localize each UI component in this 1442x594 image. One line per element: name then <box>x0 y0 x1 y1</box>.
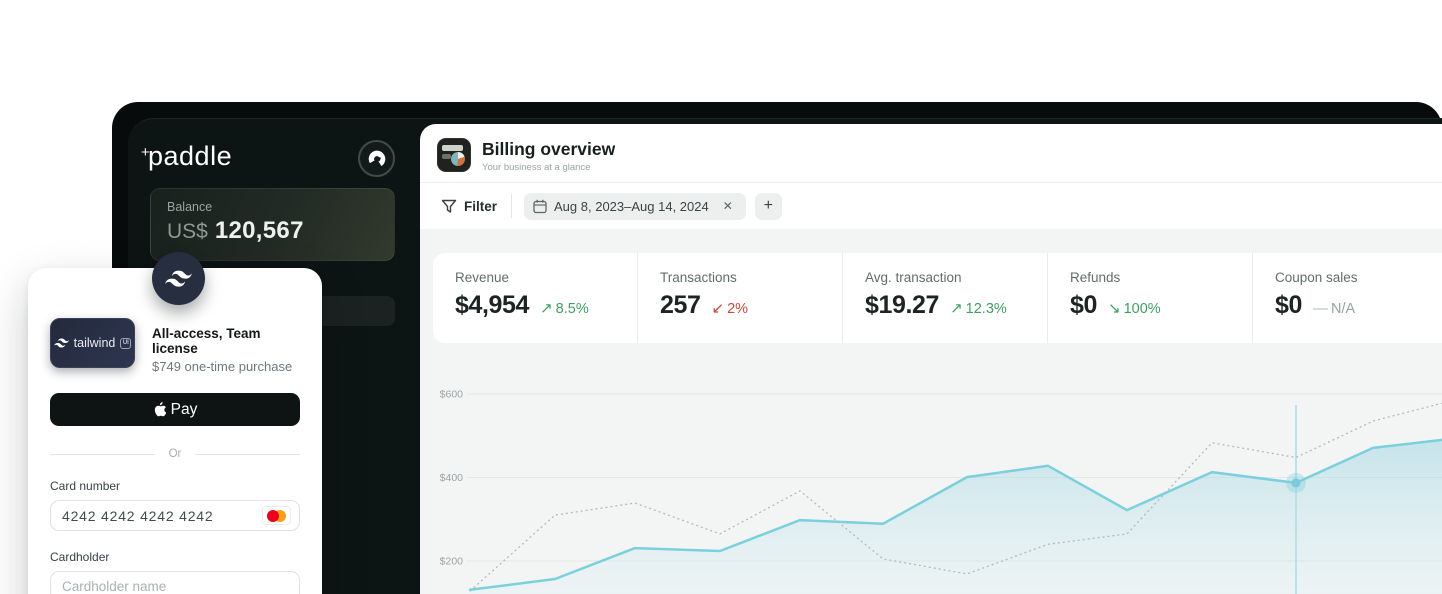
cardholder-label: Cardholder <box>50 550 110 564</box>
dashboard-section: Revenue $4,954 ↗ 8.5% Transactions 257 ↙ 2… <box>420 229 1442 594</box>
stat-card-coupon-sales[interactable]: Coupon sales $0 — N/A <box>1253 253 1442 343</box>
balance-card[interactable]: Balance US$ 120,567 <box>150 188 395 261</box>
mastercard-icon <box>262 506 291 525</box>
filter-button[interactable]: Filter <box>464 198 498 214</box>
tailwind-ui-badge: UI <box>120 337 132 349</box>
stat-label: Avg. transaction <box>865 270 962 285</box>
stat-value: $19.27 <box>865 291 940 319</box>
icon-pie-chart <box>451 152 465 166</box>
stat-delta: 100% <box>1123 301 1161 317</box>
tailwind-wave-icon <box>53 338 69 348</box>
stat-label: Revenue <box>455 270 510 285</box>
stat-card-transactions[interactable]: Transactions 257 ↙ 2% <box>638 253 843 343</box>
paddle-logo: + paddle <box>141 141 233 172</box>
app-window: + paddle Balance US$ 120,567 Billing ove… <box>128 118 1442 594</box>
account-avatar[interactable] <box>358 140 395 177</box>
trend-down-icon: ↙ <box>711 300 725 317</box>
stat-label: Refunds <box>1070 270 1121 285</box>
stat-delta: 12.3% <box>965 301 1007 317</box>
svg-text:$400: $400 <box>440 472 464 484</box>
dash-icon: — <box>1313 300 1329 317</box>
page-header: Billing overview Your business at a glan… <box>420 124 1442 182</box>
checkout-card: tailwind UI All-access, Team license $74… <box>28 268 322 594</box>
trend-up-icon: ↗ <box>950 300 963 317</box>
paddle-logo-plus-icon: + <box>141 144 151 161</box>
apple-pay-label: Pay <box>170 400 198 418</box>
trend-up-icon: ↗ <box>540 300 553 317</box>
stats-strip: Revenue $4,954 ↗ 8.5% Transactions 257 ↙ 2… <box>433 253 1442 343</box>
cardholder-placeholder: Cardholder name <box>62 579 167 594</box>
tailwind-logo-badge <box>152 252 205 305</box>
stat-card-avg-transaction[interactable]: Avg. transaction $19.27 ↗ 12.3% <box>843 253 1048 343</box>
funnel-icon <box>441 199 457 213</box>
stat-delta: N/A <box>1331 301 1356 317</box>
date-range-text: Aug 8, 2023–Aug 14, 2024 <box>554 198 709 214</box>
product-thumbnail: tailwind UI <box>50 318 135 368</box>
remove-date-filter-icon[interactable]: ✕ <box>722 199 733 213</box>
icon-bar <box>442 154 451 159</box>
date-range-chip[interactable]: Aug 8, 2023–Aug 14, 2024 ✕ <box>524 192 746 220</box>
revenue-area-chart[interactable]: $600 $400 $200 <box>420 361 1442 594</box>
or-divider: Or <box>50 448 300 460</box>
trend-down-right-icon: ↘ <box>1108 300 1121 317</box>
stat-delta: 2% <box>727 301 749 317</box>
paddle-logo-text: paddle <box>148 141 233 171</box>
stat-value: $0 <box>1275 291 1303 319</box>
tailwind-wave-icon <box>165 270 192 287</box>
header-divider <box>420 182 1442 183</box>
stat-value: 257 <box>660 291 701 319</box>
page-subtitle: Your business at a glance <box>482 162 591 173</box>
stat-card-refunds[interactable]: Refunds $0 ↘ 100% <box>1048 253 1253 343</box>
apple-icon <box>154 402 166 417</box>
product-row: tailwind UI All-access, Team license $74… <box>50 318 300 374</box>
calendar-icon <box>533 199 547 213</box>
balance-amount: 120,567 <box>214 217 304 244</box>
card-number-label: Card number <box>50 479 121 493</box>
stat-label: Coupon sales <box>1275 270 1358 285</box>
icon-bar <box>442 145 463 151</box>
add-filter-button[interactable]: + <box>754 192 782 220</box>
main-content: Billing overview Your business at a glan… <box>420 124 1442 594</box>
stat-card-revenue[interactable]: Revenue $4,954 ↗ 8.5% <box>433 253 638 343</box>
filter-divider <box>511 194 513 218</box>
product-price: $749 one-time purchase <box>152 359 293 374</box>
stat-delta: 8.5% <box>555 301 589 317</box>
tailwind-wordmark: tailwind <box>73 336 116 350</box>
balance-label: Balance <box>167 200 213 214</box>
card-number-input[interactable]: 4242 4242 4242 4242 <box>50 500 300 531</box>
or-label: Or <box>168 448 182 460</box>
stat-label: Transactions <box>660 270 737 285</box>
billing-overview-app-icon <box>437 138 471 172</box>
balance-currency: US$ <box>167 220 208 243</box>
apple-pay-button[interactable]: Pay <box>50 393 300 426</box>
page-title: Billing overview <box>482 139 616 159</box>
svg-text:$600: $600 <box>440 389 464 401</box>
cardholder-input[interactable]: Cardholder name <box>50 571 300 594</box>
filter-bar: Filter Aug 8, 2023–Aug 14, 2024 ✕ + <box>420 183 1442 229</box>
svg-text:$200: $200 <box>440 556 464 568</box>
card-number-value: 4242 4242 4242 4242 <box>62 507 214 524</box>
product-name: All-access, Team license <box>152 326 261 356</box>
stat-value: $4,954 <box>455 291 530 319</box>
brand-c-icon <box>368 150 385 167</box>
stat-value: $0 <box>1070 291 1098 319</box>
